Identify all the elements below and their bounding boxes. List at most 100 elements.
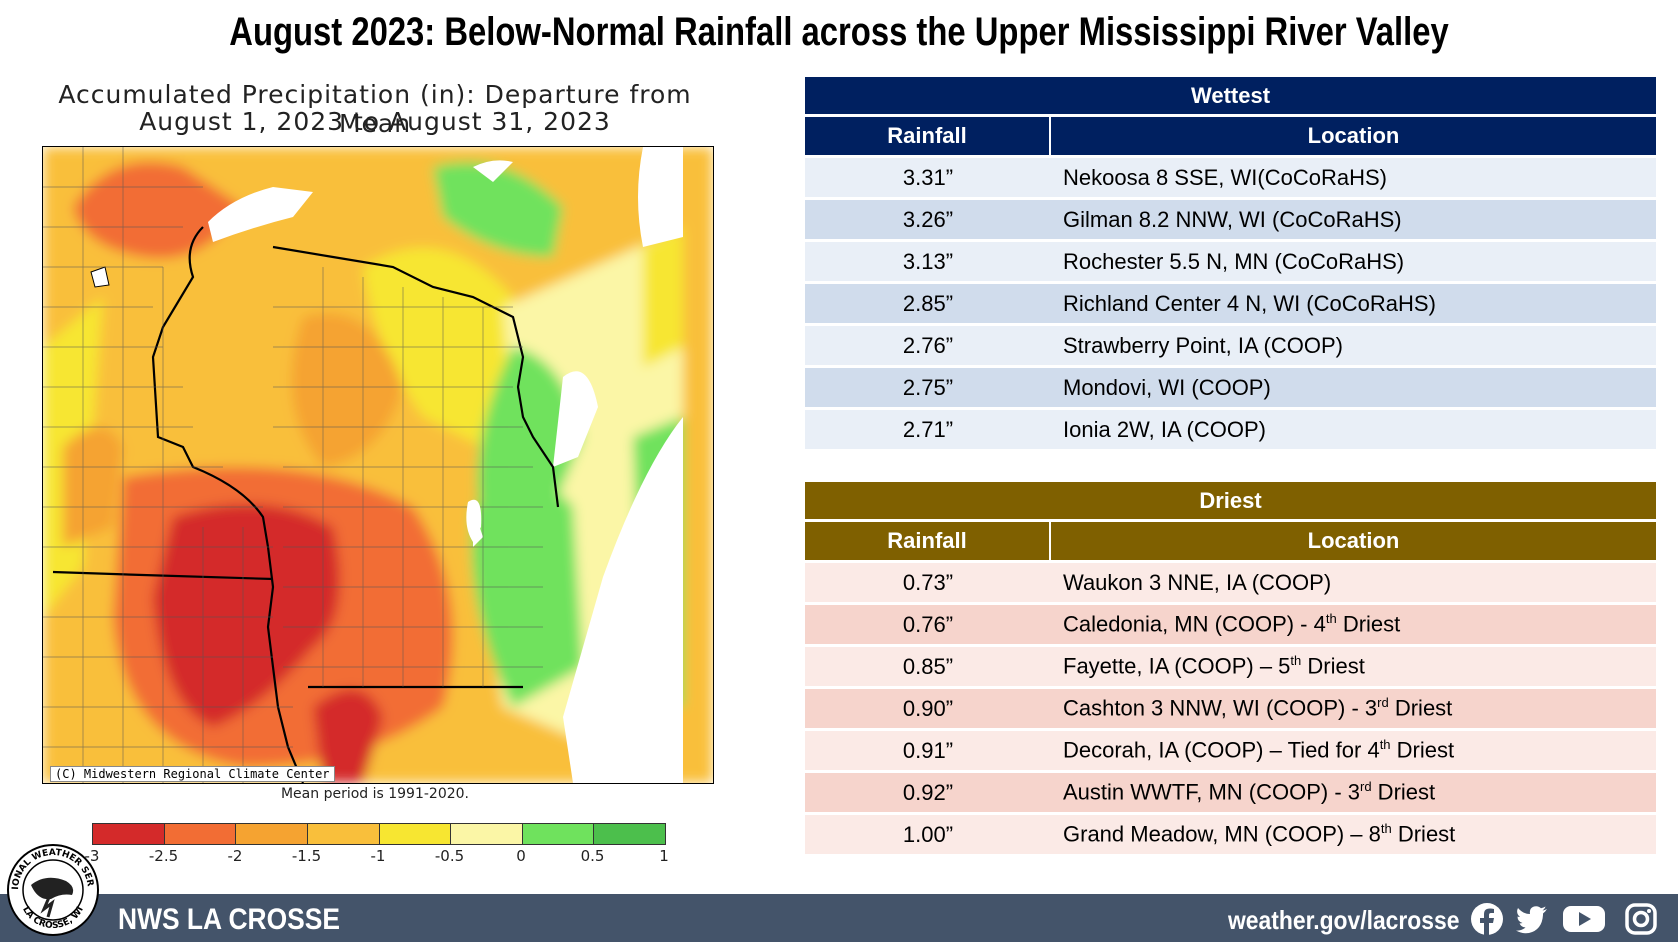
legend-swatch	[379, 824, 452, 844]
table-row: 2.85” Richland Center 4 N, WI (CoCoRaHS)	[805, 284, 1656, 323]
table-row: 0.90” Cashton 3 NNW, WI (COOP) - 3rd Drie…	[805, 689, 1656, 728]
rank-label: Driest	[1391, 821, 1456, 847]
color-legend	[92, 823, 666, 845]
legend-swatch	[307, 824, 380, 844]
driest-col-rainfall: Rainfall	[805, 522, 1051, 560]
twitter-icon[interactable]	[1515, 902, 1549, 936]
location-name: Fayette, IA (COOP) – 5	[1063, 653, 1291, 679]
rank-suffix-sup: rd	[1377, 695, 1389, 711]
youtube-icon[interactable]	[1562, 902, 1606, 936]
wettest-header: Wettest	[805, 77, 1656, 114]
location-cell: Strawberry Point, IA (COOP)	[1051, 326, 1656, 365]
rainfall-value: 0.73”	[902, 569, 954, 595]
location-name: Decorah, IA (COOP) – Tied for 4	[1063, 737, 1380, 763]
wettest-col-location: Location	[1307, 123, 1400, 148]
wettest-table: Wettest Rainfall Location 3.31” Nekoosa 8…	[805, 74, 1656, 452]
mean-period: Mean period is 1991-2020.	[280, 786, 470, 802]
legend-label: 1	[659, 847, 669, 865]
location-name: Mondovi, WI (COOP)	[1063, 374, 1271, 400]
location-name: Rochester 5.5 N, MN (CoCoRaHS)	[1063, 248, 1405, 274]
table-row: 0.92” Austin WWTF, MN (COOP) - 3rd Driest	[805, 773, 1656, 812]
legend-swatch	[522, 824, 595, 844]
legend-swatch	[164, 824, 237, 844]
map-subtitle: August 1, 2023 to August 31, 2023	[139, 107, 611, 136]
rainfall-value: 0.85”	[902, 653, 954, 679]
rainfall-value: 3.13”	[902, 248, 954, 274]
table-row: 0.73” Waukon 3 NNE, IA (COOP)	[805, 563, 1656, 602]
location-cell: Fayette, IA (COOP) – 5th Driest	[1051, 647, 1656, 686]
legend-label: -1.5	[291, 847, 322, 865]
rank-suffix-sup: th	[1379, 737, 1391, 753]
legend-label: -2	[227, 847, 243, 865]
rank-label: Driest	[1301, 653, 1365, 679]
instagram-icon[interactable]	[1624, 902, 1658, 936]
driest-table: Driest Rainfall Location 0.73” Waukon 3 N…	[805, 479, 1656, 857]
table-row: 2.75” Mondovi, WI (COOP)	[805, 368, 1656, 407]
driest-header: Driest	[805, 482, 1656, 519]
legend-swatch	[594, 824, 665, 844]
legend-label: -2.5	[148, 847, 179, 865]
location-cell: Decorah, IA (COOP) – Tied for 4th Driest	[1051, 731, 1656, 770]
rainfall-value: 2.71”	[902, 416, 954, 442]
precipitation-map	[42, 146, 714, 784]
facebook-icon[interactable]	[1470, 902, 1504, 936]
rank-label: Driest	[1336, 611, 1401, 637]
legend-label: 0.5	[580, 847, 605, 865]
table-row: 0.91” Decorah, IA (COOP) – Tied for 4th D…	[805, 731, 1656, 770]
rank-label: Driest	[1388, 695, 1453, 721]
legend-swatch	[451, 824, 523, 844]
location-cell: Cashton 3 NNW, WI (COOP) - 3rd Driest	[1051, 689, 1656, 728]
location-cell: Nekoosa 8 SSE, WI(CoCoRaHS)	[1051, 158, 1656, 197]
rainfall-value: 2.85”	[902, 290, 954, 316]
nws-logo: NATIONAL WEATHER SERVICE LA CROSSE, WI	[6, 843, 99, 936]
rainfall-value: 0.91”	[902, 737, 954, 763]
table-row: 3.31” Nekoosa 8 SSE, WI(CoCoRaHS)	[805, 158, 1656, 197]
map-title: Accumulated Precipitation (in): Departur…	[58, 80, 692, 138]
location-name: Cashton 3 NNW, WI (COOP) - 3	[1063, 695, 1378, 721]
table-row: 0.85” Fayette, IA (COOP) – 5th Driest	[805, 647, 1656, 686]
legend-label: 0	[516, 847, 526, 865]
rank-suffix-sup: th	[1290, 653, 1302, 669]
rainfall-value: 2.76”	[902, 332, 954, 358]
rainfall-value: 3.26”	[902, 206, 954, 232]
location-name: Waukon 3 NNE, IA (COOP)	[1063, 569, 1332, 595]
location-name: Grand Meadow, MN (COOP) – 8	[1063, 821, 1381, 847]
rank-label: Driest	[1371, 779, 1436, 805]
rank-suffix-sup: rd	[1360, 779, 1372, 795]
location-cell: Richland Center 4 N, WI (CoCoRaHS)	[1051, 284, 1656, 323]
location-name: Nekoosa 8 SSE, WI(CoCoRaHS)	[1063, 164, 1387, 190]
wettest-col-rainfall: Rainfall	[805, 117, 1051, 155]
rank-suffix-sup: th	[1380, 821, 1392, 837]
rainfall-value: 0.76”	[902, 611, 954, 637]
location-cell: Rochester 5.5 N, MN (CoCoRaHS)	[1051, 242, 1656, 281]
location-name: Caledonia, MN (COOP) - 4	[1063, 611, 1326, 637]
legend-label: -0.5	[434, 847, 465, 865]
table-row: 2.76” Strawberry Point, IA (COOP)	[805, 326, 1656, 365]
legend-label: -1	[370, 847, 386, 865]
table-row: 0.76” Caledonia, MN (COOP) - 4th Driest	[805, 605, 1656, 644]
table-row: 1.00” Grand Meadow, MN (COOP) – 8th Dries…	[805, 815, 1656, 854]
location-name: Gilman 8.2 NNW, WI (CoCoRaHS)	[1063, 206, 1402, 232]
location-cell: Caledonia, MN (COOP) - 4th Driest	[1051, 605, 1656, 644]
rainfall-value: 0.90”	[902, 695, 954, 721]
map-credit: (C) Midwestern Regional Climate Center	[50, 766, 335, 782]
location-name: Strawberry Point, IA (COOP)	[1063, 332, 1343, 358]
table-row: 2.71” Ionia 2W, IA (COOP)	[805, 410, 1656, 449]
website-link[interactable]: weather.gov/lacrosse	[1228, 905, 1460, 935]
location-cell: Austin WWTF, MN (COOP) - 3rd Driest	[1051, 773, 1656, 812]
location-name: Austin WWTF, MN (COOP) - 3	[1063, 779, 1360, 805]
rank-suffix-sup: th	[1325, 611, 1337, 627]
rainfall-value: 3.31”	[902, 164, 954, 190]
location-cell: Waukon 3 NNE, IA (COOP)	[1051, 563, 1656, 602]
location-cell: Mondovi, WI (COOP)	[1051, 368, 1656, 407]
map-graphic	[43, 147, 713, 783]
table-row: 3.13” Rochester 5.5 N, MN (CoCoRaHS)	[805, 242, 1656, 281]
location-name: Ionia 2W, IA (COOP)	[1063, 416, 1266, 442]
driest-col-location: Location	[1307, 528, 1400, 553]
location-cell: Ionia 2W, IA (COOP)	[1051, 410, 1656, 449]
location-cell: Gilman 8.2 NNW, WI (CoCoRaHS)	[1051, 200, 1656, 239]
legend-swatch	[236, 824, 308, 844]
footer-bar	[0, 894, 1678, 942]
page-title: August 2023: Below-Normal Rainfall acros…	[229, 10, 1449, 54]
office-name: NWS LA CROSSE	[118, 903, 340, 936]
